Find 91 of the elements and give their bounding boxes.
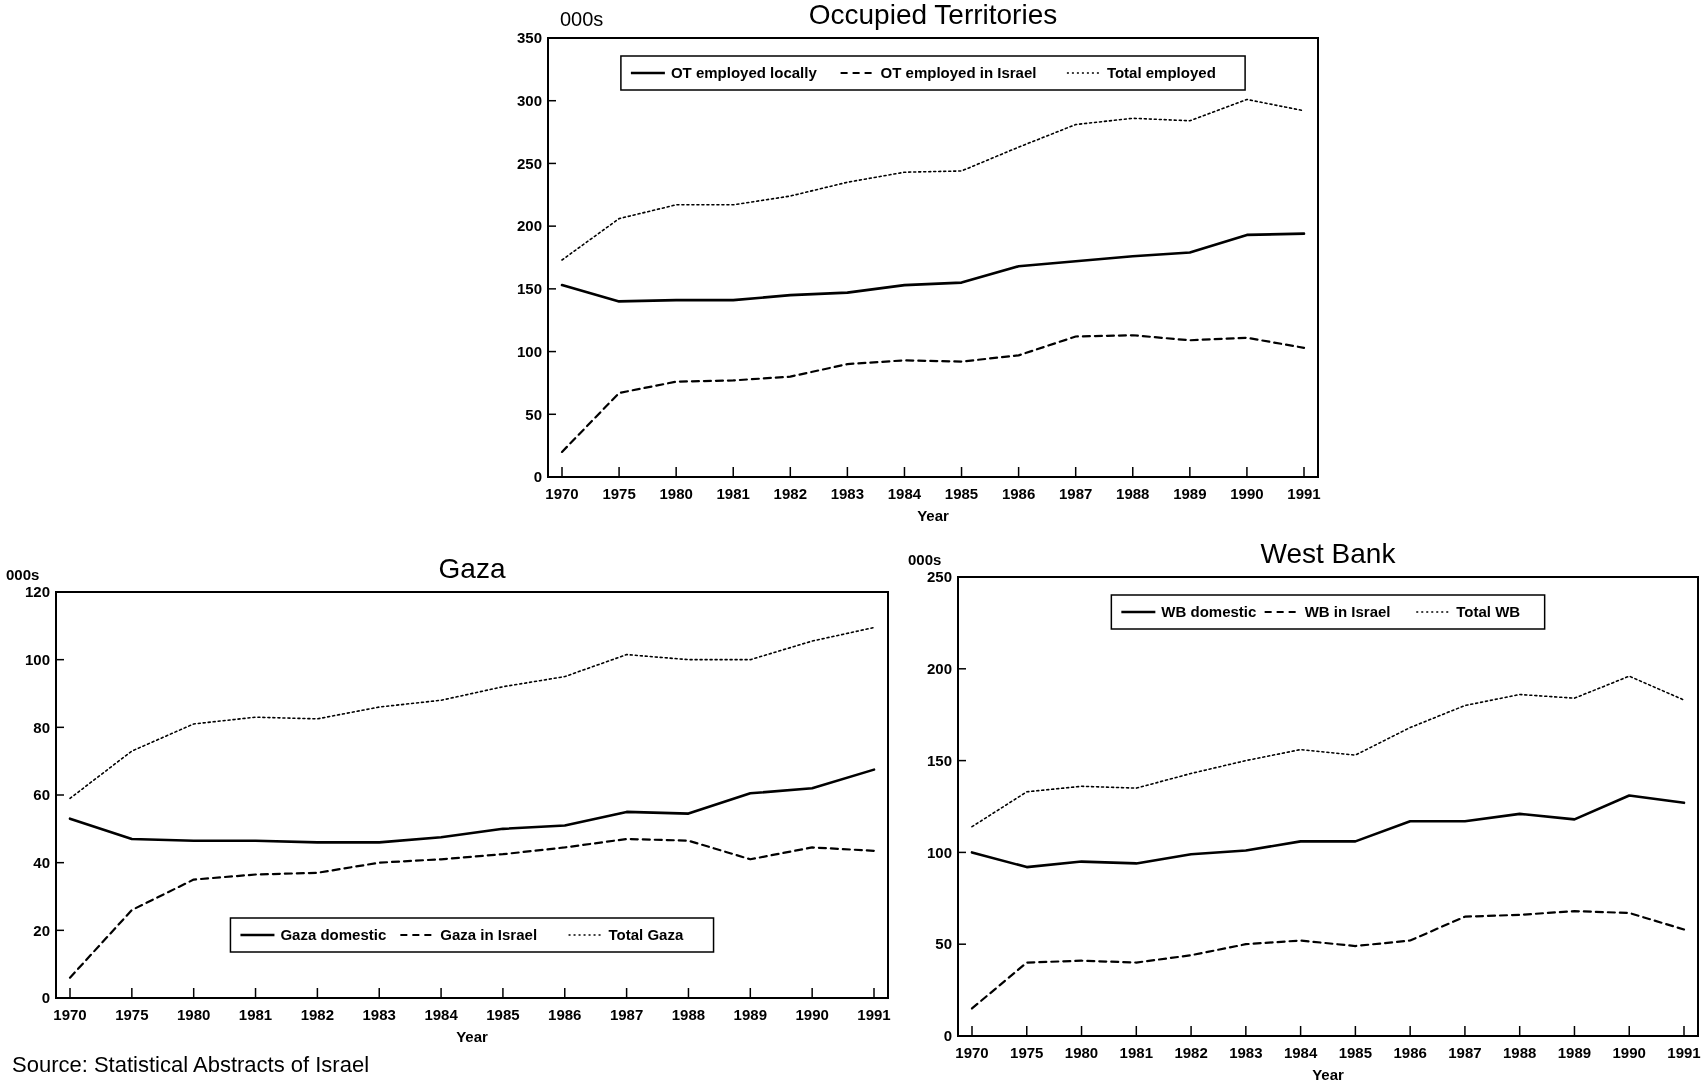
y-tick-label: 250 — [926, 568, 952, 586]
line-series — [560, 232, 1306, 303]
line-series — [69, 626, 875, 800]
legend-label: WB in Israel — [1304, 603, 1391, 620]
y-tick-label: 350 — [516, 29, 542, 47]
y-tick-label: 0 — [533, 468, 542, 486]
y-tick-label: 100 — [516, 342, 542, 360]
y-tick-label: 100 — [24, 650, 50, 668]
x-axis-title: Year — [456, 1028, 489, 1045]
line-series — [971, 675, 1685, 828]
line-series — [560, 334, 1306, 454]
legend-label: OT employed in Israel — [880, 64, 1037, 81]
x-tick-label: 1986 — [1393, 1044, 1427, 1061]
legend-label: Gaza domestic — [280, 926, 387, 943]
x-tick-label: 1990 — [1230, 485, 1264, 502]
x-tick-label: 1987 — [1448, 1044, 1482, 1061]
legend-label: Gaza in Israel — [440, 926, 538, 943]
x-tick-label: 1984 — [887, 485, 922, 502]
legend-label: Total Gaza — [608, 926, 684, 943]
x-tick-label: 1980 — [659, 485, 693, 502]
x-axis-title: Year — [917, 507, 950, 524]
x-tick-label: 1985 — [1338, 1044, 1373, 1061]
y-tick-label: 150 — [926, 751, 952, 769]
legend-label: Total WB — [1456, 603, 1521, 620]
legend-label: WB domestic — [1161, 603, 1257, 620]
x-tick-label: 1989 — [1173, 485, 1207, 502]
x-tick-label: 1984 — [424, 1006, 459, 1023]
x-tick-label: 1981 — [1119, 1044, 1153, 1061]
line-series — [970, 794, 1686, 869]
x-tick-label: 1986 — [548, 1006, 582, 1023]
y-tick-label: 200 — [516, 217, 542, 235]
x-tick-label: 1984 — [1283, 1044, 1318, 1061]
x-tick-label: 1987 — [1059, 485, 1093, 502]
y-axis-title: 000s — [560, 8, 604, 30]
x-tick-label: 1970 — [53, 1006, 87, 1023]
x-axis-title: Year — [1312, 1066, 1345, 1083]
x-tick-label: 1986 — [1001, 485, 1036, 502]
y-tick-label: 250 — [516, 154, 542, 172]
x-tick-label: 1983 — [830, 485, 865, 502]
y-tick-label: 200 — [926, 660, 952, 678]
x-tick-label: 1975 — [602, 485, 636, 502]
y-tick-label: 50 — [935, 935, 952, 953]
x-tick-label: 1982 — [773, 485, 807, 502]
x-tick-label: 1989 — [733, 1006, 767, 1023]
y-tick-label: 80 — [33, 718, 50, 736]
legend-label: OT employed locally — [670, 64, 818, 81]
source-note: Source: Statistical Abstracts of Israel — [12, 1052, 370, 1077]
x-tick-label: 1991 — [1287, 485, 1321, 502]
line-series — [68, 768, 876, 844]
x-tick-label: 1975 — [1010, 1044, 1044, 1061]
y-tick-label: 120 — [24, 583, 50, 601]
y-axis-title: 000s — [6, 566, 40, 583]
x-tick-label: 1980 — [177, 1006, 211, 1023]
line-series — [561, 98, 1305, 261]
y-tick-label: 0 — [943, 1027, 952, 1045]
x-tick-label: 1987 — [609, 1006, 644, 1023]
x-tick-label: 1982 — [300, 1006, 335, 1023]
x-tick-label: 1983 — [1229, 1044, 1263, 1061]
y-tick-label: 150 — [516, 280, 542, 298]
y-tick-label: 40 — [33, 853, 50, 871]
x-tick-label: 1975 — [115, 1006, 149, 1023]
x-tick-label: 1988 — [1116, 485, 1150, 502]
x-tick-label: 1970 — [545, 485, 579, 502]
x-tick-label: 1985 — [486, 1006, 520, 1023]
x-tick-label: 1970 — [955, 1044, 989, 1061]
x-tick-label: 1990 — [1612, 1044, 1646, 1061]
chart-title: Gaza — [438, 553, 506, 584]
y-tick-label: 0 — [41, 989, 50, 1007]
y-tick-label: 50 — [525, 405, 542, 423]
legend-label: Total employed — [1106, 64, 1216, 81]
x-tick-label: 1988 — [1503, 1044, 1537, 1061]
x-tick-label: 1989 — [1557, 1044, 1592, 1061]
y-tick-label: 60 — [33, 786, 50, 804]
y-axis-title: 000s — [908, 551, 942, 568]
x-tick-label: 1985 — [944, 485, 979, 502]
x-tick-label: 1982 — [1174, 1044, 1208, 1061]
x-tick-label: 1988 — [671, 1006, 706, 1023]
x-tick-label: 1981 — [238, 1006, 273, 1023]
x-tick-label: 1991 — [1667, 1044, 1701, 1061]
x-tick-label: 1990 — [795, 1006, 829, 1023]
x-tick-label: 1980 — [1064, 1044, 1099, 1061]
chart-title: Occupied Territories — [808, 0, 1058, 30]
x-tick-label: 1991 — [857, 1006, 891, 1023]
y-tick-label: 20 — [33, 921, 50, 939]
x-tick-label: 1981 — [716, 485, 750, 502]
line-series — [68, 837, 876, 979]
x-tick-label: 1983 — [362, 1006, 396, 1023]
y-tick-label: 100 — [926, 843, 952, 861]
chart-title: West Bank — [1260, 538, 1397, 569]
line-series — [970, 910, 1686, 1010]
y-tick-label: 300 — [516, 91, 542, 109]
